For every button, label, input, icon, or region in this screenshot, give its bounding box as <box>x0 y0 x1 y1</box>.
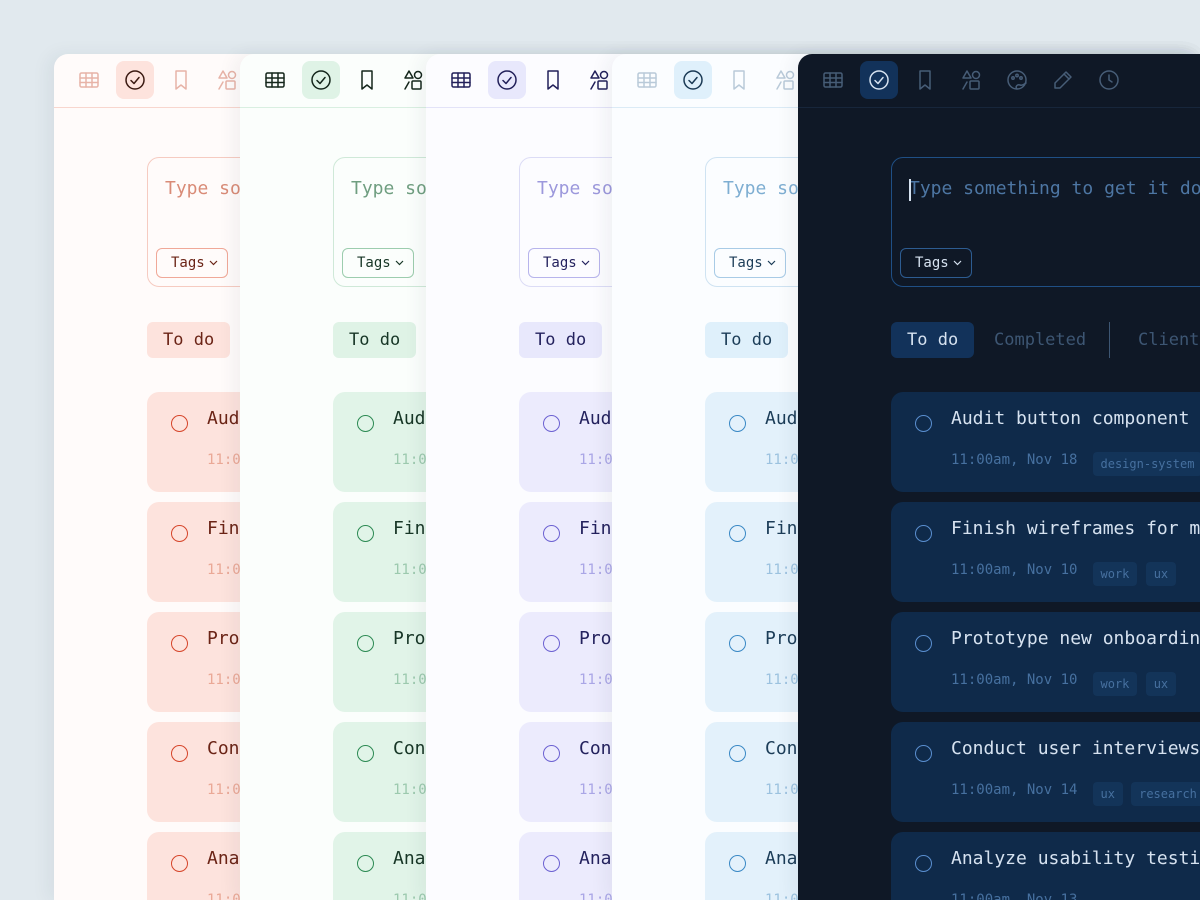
tags-button[interactable]: Tags <box>528 248 600 278</box>
task-date: 11:00am, Nov 10 <box>951 562 1078 578</box>
toolbar-button[interactable] <box>534 61 572 99</box>
task-date: 11:00am, Nov 10 <box>951 672 1078 688</box>
task-title: Analyze usability testi <box>951 848 1200 869</box>
checkbox[interactable] <box>171 855 188 872</box>
task-date: 11:00am, Nov 18 <box>951 452 1078 468</box>
app-panel: Type something to get it do Tags To do Comp… <box>798 54 1200 900</box>
checkbox[interactable] <box>729 745 746 762</box>
toolbar-button[interactable] <box>766 61 804 99</box>
tags-button[interactable]: Tags <box>156 248 228 278</box>
task-tag: design-system <box>1092 452 1200 476</box>
tags-button[interactable]: Tags <box>342 248 414 278</box>
checkbox[interactable] <box>171 635 188 652</box>
tab[interactable]: To do <box>333 322 417 358</box>
toolbar-button[interactable] <box>860 61 898 99</box>
toolbar-button[interactable] <box>70 61 108 99</box>
tags-button[interactable]: Tags <box>900 248 972 278</box>
checkbox[interactable] <box>915 855 932 872</box>
checkbox[interactable] <box>915 635 932 652</box>
task-tag: work <box>1092 672 1138 696</box>
checkbox[interactable] <box>915 745 932 762</box>
checkbox[interactable] <box>543 635 560 652</box>
placeholder: Type something to get it do <box>909 178 1200 199</box>
task-card[interactable]: Finish wireframes for m 11:00am, Nov 10 wo… <box>891 502 1200 602</box>
toolbar-button[interactable] <box>488 61 526 99</box>
task-card[interactable]: Analyze usability testi 11:00am, Nov 13 <box>891 832 1200 900</box>
task-tag: ux <box>1092 782 1123 806</box>
task-date: 11:00am, Nov 13 <box>951 892 1078 900</box>
task-card[interactable]: Audit button component 11:00am, Nov 18 des… <box>891 392 1200 492</box>
checkbox[interactable] <box>357 525 374 542</box>
toolbar-button[interactable] <box>1090 61 1128 99</box>
toolbar-button[interactable] <box>814 61 852 99</box>
checkbox[interactable] <box>543 745 560 762</box>
tab[interactable]: To do <box>519 322 603 358</box>
composer[interactable]: Type something to get it do Tags <box>891 157 1200 287</box>
tab[interactable]: To do <box>147 322 231 358</box>
checkbox[interactable] <box>543 525 560 542</box>
toolbar-button[interactable] <box>1044 61 1082 99</box>
task-tag: work <box>1092 562 1138 586</box>
tab[interactable]: Client <box>1138 330 1200 350</box>
toolbar-button[interactable] <box>162 61 200 99</box>
checkbox[interactable] <box>357 635 374 652</box>
task-tag: ux <box>1145 562 1177 586</box>
checkbox[interactable] <box>729 855 746 872</box>
task-card[interactable]: Prototype new onboardin 11:00am, Nov 10 wo… <box>891 612 1200 712</box>
tab[interactable]: Completed <box>994 330 1087 350</box>
toolbar-button[interactable] <box>302 61 340 99</box>
toolbar-button[interactable] <box>952 61 990 99</box>
task-card[interactable]: Conduct user interviews 11:00am, Nov 14 ux… <box>891 722 1200 822</box>
task-title: Prototype new onboardin <box>951 628 1200 649</box>
checkbox[interactable] <box>729 635 746 652</box>
task-date: 11:00am, Nov 14 <box>951 782 1078 798</box>
checkbox[interactable] <box>729 525 746 542</box>
checkbox[interactable] <box>543 855 560 872</box>
tab[interactable]: To do <box>705 322 789 358</box>
checkbox[interactable] <box>357 855 374 872</box>
checkbox[interactable] <box>171 415 188 432</box>
divider <box>798 107 1200 108</box>
toolbar-button[interactable] <box>394 61 432 99</box>
toolbar-button[interactable] <box>720 61 758 99</box>
toolbar-button[interactable] <box>348 61 386 99</box>
toolbar-button[interactable] <box>580 61 618 99</box>
toolbar-button[interactable] <box>674 61 712 99</box>
toolbar-button[interactable] <box>442 61 480 99</box>
tab[interactable]: To do <box>891 322 975 358</box>
task-tag: ux <box>1145 672 1177 696</box>
checkbox[interactable] <box>915 415 932 432</box>
task-title: Finish wireframes for m <box>951 518 1200 539</box>
toolbar-button[interactable] <box>256 61 294 99</box>
task-title: Audit button component <box>951 408 1190 429</box>
task-title: Conduct user interviews <box>951 738 1200 759</box>
checkbox[interactable] <box>543 415 560 432</box>
cursor <box>909 179 911 201</box>
checkbox[interactable] <box>171 525 188 542</box>
toolbar-button[interactable] <box>906 61 944 99</box>
toolbar-button[interactable] <box>208 61 246 99</box>
tab-separator <box>1109 322 1110 358</box>
checkbox[interactable] <box>171 745 188 762</box>
task-tag: research <box>1131 782 1200 806</box>
toolbar-button[interactable] <box>628 61 666 99</box>
checkbox[interactable] <box>357 415 374 432</box>
checkbox[interactable] <box>729 415 746 432</box>
checkbox[interactable] <box>915 525 932 542</box>
toolbar-button[interactable] <box>116 61 154 99</box>
tags-button[interactable]: Tags <box>714 248 786 278</box>
toolbar-button[interactable] <box>998 61 1036 99</box>
checkbox[interactable] <box>357 745 374 762</box>
